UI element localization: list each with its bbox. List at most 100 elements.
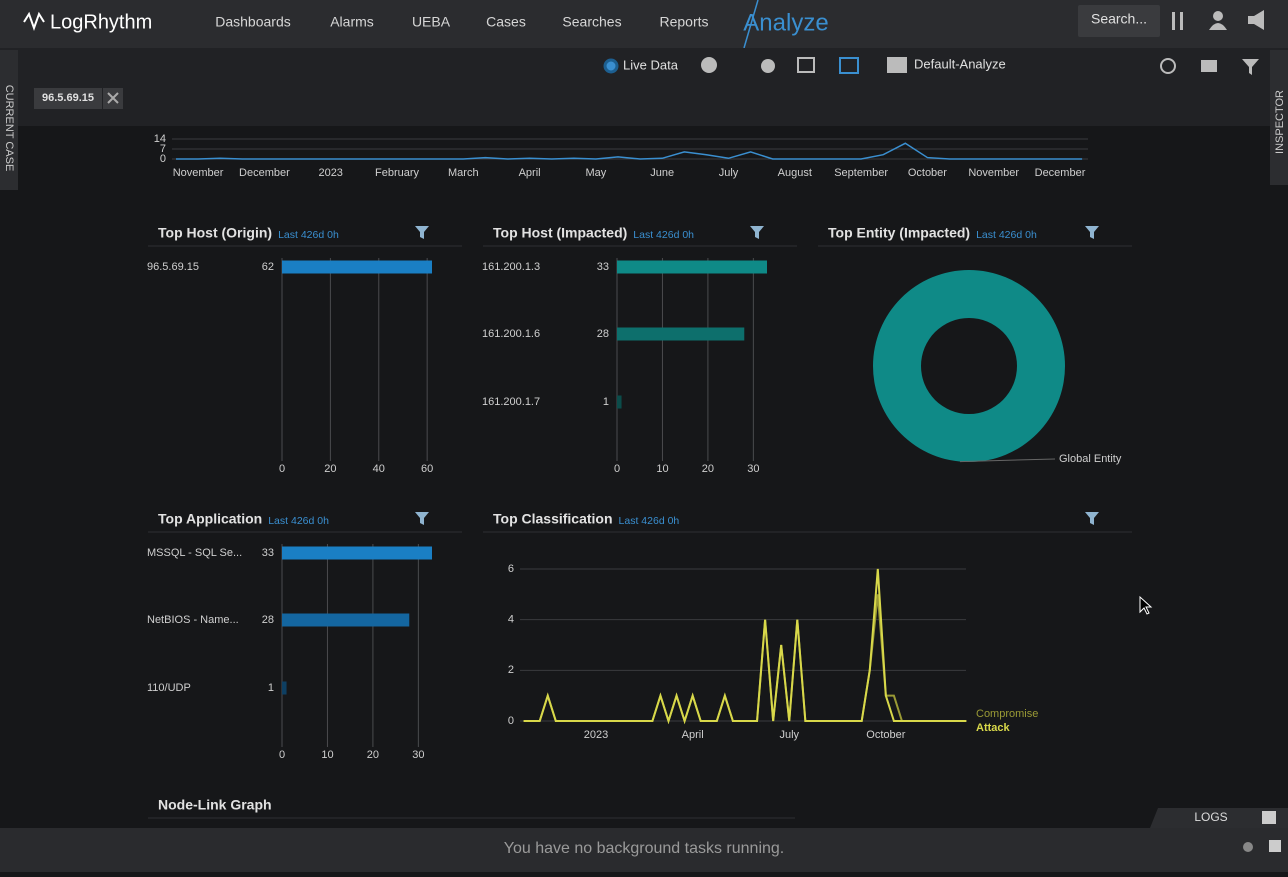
- x-tick-label: December: [1035, 167, 1086, 179]
- filter-chip-text[interactable]: 96.5.69.15: [42, 92, 94, 104]
- y-tick-label: 2: [508, 664, 514, 676]
- x-tick-label: April: [682, 729, 704, 741]
- x-tick-label: October: [908, 167, 947, 179]
- category-label: 161.200.1.3: [482, 261, 540, 273]
- filter-icon[interactable]: [1242, 59, 1259, 75]
- value-label: 1: [268, 682, 274, 694]
- x-tick-label: April: [519, 167, 541, 179]
- slice-label: Global Entity: [1059, 453, 1122, 465]
- category-label: 161.200.1.7: [482, 396, 540, 408]
- layout-icon[interactable]: [887, 57, 907, 73]
- x-tick-label: November: [968, 167, 1019, 179]
- panel-filter[interactable]: [1085, 512, 1099, 525]
- leader-line: [959, 458, 1056, 463]
- category-label: 110/UDP: [147, 682, 191, 694]
- settings-icon[interactable]: [1243, 842, 1253, 852]
- x-tick-label: 0: [614, 463, 620, 475]
- nav-item[interactable]: Searches: [562, 14, 621, 30]
- logs-toggle[interactable]: [1262, 811, 1276, 824]
- nav-item[interactable]: Reports: [659, 14, 708, 30]
- left-tab-label[interactable]: CURRENT CASE: [3, 85, 15, 172]
- nav-item[interactable]: Dashboards: [215, 14, 291, 30]
- value-label: 33: [597, 261, 609, 273]
- right-tab[interactable]: [1270, 50, 1288, 185]
- logs-tab[interactable]: [1150, 808, 1288, 828]
- filter-chip[interactable]: [34, 88, 102, 109]
- y-tick-label: 4: [508, 614, 514, 626]
- add-widget-icon[interactable]: [797, 57, 815, 73]
- status-toggle[interactable]: [1269, 840, 1281, 852]
- pie-slice: [873, 270, 1065, 462]
- nav-item[interactable]: UEBA: [412, 14, 451, 30]
- x-tick-label: March: [448, 167, 479, 179]
- value-label: 28: [597, 328, 609, 340]
- x-tick-label: May: [586, 167, 607, 179]
- live-indicator[interactable]: [603, 58, 619, 74]
- chip-close-x[interactable]: [107, 92, 119, 104]
- nav-item[interactable]: Alarms: [330, 14, 374, 30]
- x-tick-label: December: [239, 167, 290, 179]
- toolbar: [0, 48, 1288, 126]
- pause-button[interactable]: [701, 57, 717, 73]
- x-tick-label: 10: [321, 749, 333, 761]
- panel-title: Top Entity (Impacted): [828, 225, 970, 241]
- x-tick-label: October: [866, 729, 905, 741]
- refresh-icon[interactable]: [1160, 58, 1176, 74]
- status-bar: [0, 828, 1288, 872]
- save-icon[interactable]: [839, 57, 859, 74]
- y-tick-label: 14: [154, 133, 166, 145]
- x-tick-label: September: [834, 167, 888, 179]
- bar: [282, 681, 287, 695]
- nav-active[interactable]: Analyze: [743, 9, 828, 36]
- x-tick-label: 40: [373, 463, 385, 475]
- x-tick-label: 20: [367, 749, 379, 761]
- category-label: 96.5.69.15: [147, 261, 199, 273]
- brand[interactable]: LogRhythm: [50, 11, 152, 33]
- time-icon[interactable]: [761, 59, 775, 73]
- panel-subtitle: Last 426d 0h: [976, 229, 1037, 241]
- panel-subtitle: Last 426d 0h: [278, 229, 339, 241]
- x-tick-label: 10: [656, 463, 668, 475]
- panel-subtitle: Last 426d 0h: [633, 229, 694, 241]
- y-tick-label: 6: [508, 563, 514, 575]
- logs-label[interactable]: LOGS: [1194, 810, 1227, 824]
- panel-filter[interactable]: [1085, 226, 1099, 239]
- x-tick-label: 2023: [318, 167, 342, 179]
- panel-subtitle: Last 426d 0h: [268, 515, 329, 527]
- search-box[interactable]: [1078, 5, 1160, 37]
- value-label: 33: [262, 547, 274, 559]
- value-label: 62: [262, 261, 274, 273]
- top-icons[interactable]: [1172, 10, 1264, 30]
- x-tick-label: November: [173, 167, 224, 179]
- nav-item[interactable]: Cases: [486, 14, 526, 30]
- x-tick-label: 30: [747, 463, 759, 475]
- panel-title: Top Classification: [493, 511, 613, 527]
- x-tick-label: 0: [279, 463, 285, 475]
- panel-filter[interactable]: [415, 512, 429, 525]
- layout-name[interactable]: Default-Analyze: [914, 56, 1006, 71]
- x-tick-label: 30: [412, 749, 424, 761]
- search-text[interactable]: Search...: [1091, 11, 1147, 27]
- right-tab-label[interactable]: INSPECTOR: [1274, 90, 1286, 154]
- panel-subtitle: Last 426d 0h: [619, 515, 680, 527]
- x-tick-label: July: [719, 167, 739, 179]
- node-link-title: Node-Link Graph: [158, 797, 272, 813]
- print-icon[interactable]: [1201, 60, 1217, 72]
- bar: [617, 327, 745, 341]
- category-label: NetBIOS - Name...: [147, 614, 239, 626]
- panel-title: Top Application: [158, 511, 262, 527]
- live-data[interactable]: Live Data: [623, 57, 679, 72]
- panel-title: Top Host (Origin): [158, 225, 272, 241]
- x-tick-label: July: [779, 729, 799, 741]
- legend-entry[interactable]: Attack: [976, 722, 1011, 734]
- legend-entry[interactable]: Compromise: [976, 708, 1038, 720]
- cursor: [1139, 595, 1153, 615]
- x-tick-label: 20: [324, 463, 336, 475]
- y-tick-label: 0: [160, 153, 166, 165]
- panel-filter[interactable]: [750, 226, 764, 239]
- left-tab[interactable]: [0, 50, 18, 190]
- bar: [282, 546, 432, 560]
- panel-filter[interactable]: [415, 226, 429, 239]
- x-tick-label: 60: [421, 463, 433, 475]
- value-label: 28: [262, 614, 274, 626]
